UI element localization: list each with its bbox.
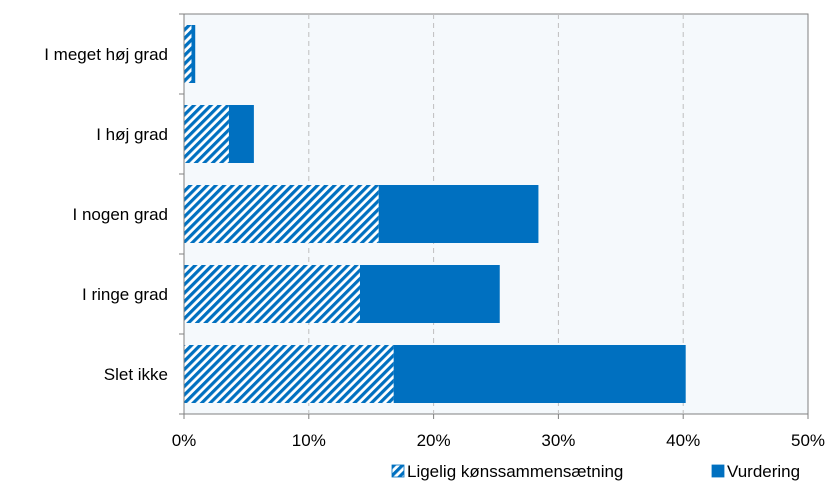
bar-ligelig bbox=[184, 105, 229, 163]
y-tick-label: I ringe grad bbox=[82, 285, 168, 304]
bar-vurdering bbox=[378, 185, 539, 243]
legend-swatch bbox=[391, 464, 405, 478]
x-tick-label: 30% bbox=[541, 431, 575, 450]
bar-vurdering bbox=[228, 105, 254, 163]
x-tick-label: 40% bbox=[666, 431, 700, 450]
legend-item-vurdering: Vurdering bbox=[711, 462, 800, 481]
bar-ligelig bbox=[184, 185, 379, 243]
y-tick-label: I nogen grad bbox=[73, 205, 168, 224]
y-tick-label: I høj grad bbox=[96, 125, 168, 144]
x-tick-label: 50% bbox=[791, 431, 825, 450]
bar-vurdering bbox=[393, 345, 686, 403]
y-tick-label: Slet ikke bbox=[104, 365, 168, 384]
bar-vurdering bbox=[191, 25, 196, 83]
x-tick-label: 20% bbox=[417, 431, 451, 450]
x-tick-label: 0% bbox=[172, 431, 197, 450]
bar-ligelig bbox=[184, 25, 192, 83]
legend-swatch bbox=[711, 464, 725, 478]
bar-vurdering bbox=[359, 265, 500, 323]
legend-item-ligelig: Ligelig kønssammensætning bbox=[391, 462, 623, 481]
y-tick-label: I meget høj grad bbox=[44, 45, 168, 64]
bar-ligelig bbox=[184, 265, 360, 323]
x-tick-label: 10% bbox=[292, 431, 326, 450]
bar-ligelig bbox=[184, 345, 394, 403]
legend-label: Ligelig kønssammensætning bbox=[407, 462, 623, 481]
legend-label: Vurdering bbox=[727, 462, 800, 481]
